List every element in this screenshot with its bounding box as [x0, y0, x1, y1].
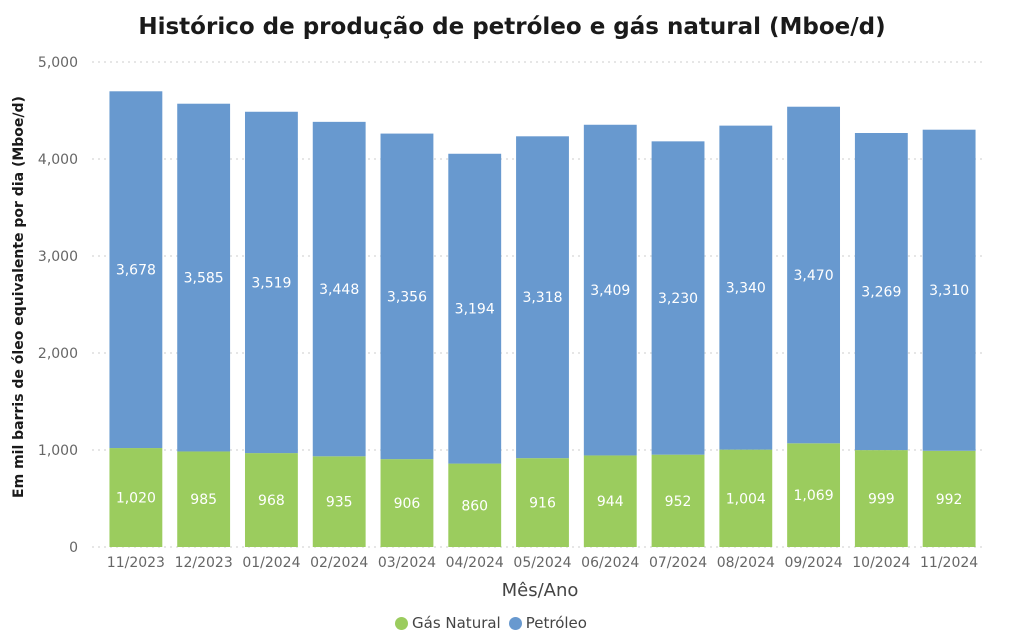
y-tick-label: 2,000 [38, 346, 78, 362]
x-tick-label: 06/2024 [581, 555, 639, 571]
data-label-oil: 3,448 [319, 282, 359, 298]
data-label-gas: 1,069 [794, 488, 834, 504]
bar-oil [448, 153, 502, 464]
bar-gas [651, 454, 705, 547]
bar-gas [380, 459, 434, 547]
bar-gas [312, 456, 366, 547]
data-label-gas: 1,004 [726, 491, 766, 507]
bar-gas [448, 463, 502, 547]
data-label-oil: 3,310 [929, 283, 969, 299]
x-tick-label: 07/2024 [649, 555, 707, 571]
x-tick-label: 11/2023 [107, 555, 165, 571]
x-tick-label: 12/2023 [175, 555, 233, 571]
bar-gas [109, 448, 163, 547]
y-axis-label: Em mil barris de óleo equivalente por di… [11, 96, 27, 498]
legend-label-gas: Gás Natural [412, 614, 501, 632]
data-label-oil: 3,585 [184, 271, 224, 287]
bar-oil [583, 124, 637, 456]
legend-swatch-oil [508, 616, 522, 630]
bar-gas [177, 451, 231, 547]
data-label-gas: 944 [597, 494, 624, 510]
bar-oil [922, 129, 976, 451]
data-label-oil: 3,194 [455, 302, 495, 318]
x-tick-label: 10/2024 [852, 555, 910, 571]
bar-oil [516, 136, 569, 459]
data-label-gas: 985 [190, 492, 217, 508]
legend-item-gas[interactable]: Gás Natural [395, 614, 501, 632]
y-tick-label: 3,000 [38, 249, 78, 265]
x-tick-label: 09/2024 [784, 555, 842, 571]
data-label-gas: 992 [936, 492, 963, 508]
data-label-oil: 3,409 [590, 283, 630, 299]
data-label-oil: 3,519 [251, 275, 291, 291]
bar-oil [380, 133, 434, 460]
bar-gas [516, 458, 569, 547]
legend: Gás Natural Petróleo [395, 614, 595, 632]
data-label-gas: 935 [326, 495, 353, 511]
data-label-oil: 3,356 [387, 289, 427, 305]
x-tick-label: 08/2024 [717, 555, 775, 571]
x-tick-label: 11/2024 [920, 555, 978, 571]
bar-oil [177, 103, 231, 452]
bar-oil [719, 125, 773, 450]
y-tick-label: 0 [69, 540, 78, 556]
bar-oil [854, 133, 908, 451]
data-label-oil: 3,269 [861, 285, 901, 301]
y-tick-label: 1,000 [38, 443, 78, 459]
bar-gas [922, 450, 976, 547]
bar-oil [787, 106, 841, 444]
data-label-gas: 860 [461, 498, 488, 514]
data-label-oil: 3,678 [116, 263, 156, 279]
data-label-oil: 3,470 [794, 268, 834, 284]
data-label-oil: 3,340 [726, 281, 766, 297]
x-tick-label: 03/2024 [378, 555, 436, 571]
legend-swatch-gas [395, 616, 408, 630]
bar-gas [787, 443, 841, 547]
x-tick-label: 05/2024 [513, 555, 571, 571]
x-tick-label: 02/2024 [310, 555, 368, 571]
chart-title: Histórico de produção de petróleo e gás … [138, 14, 886, 40]
data-label-gas: 952 [665, 494, 692, 510]
bar-oil [312, 121, 366, 457]
bar-oil [244, 111, 298, 454]
x-tick-label: 04/2024 [446, 555, 504, 571]
y-tick-label: 4,000 [38, 152, 78, 168]
legend-label-oil: Petróleo [525, 614, 587, 632]
data-label-gas: 916 [529, 496, 556, 512]
bar-oil [651, 141, 705, 455]
data-label-gas: 1,020 [116, 491, 156, 507]
data-label-oil: 3,318 [522, 290, 562, 306]
bar-gas [244, 453, 298, 547]
x-tick-label: 01/2024 [242, 555, 300, 571]
data-label-gas: 968 [258, 493, 285, 509]
data-label-oil: 3,230 [658, 291, 698, 307]
bar-gas [854, 450, 908, 547]
bar-gas [583, 455, 637, 547]
y-tick-label: 5,000 [38, 55, 78, 71]
bar-gas [719, 449, 773, 547]
bar-oil [109, 91, 163, 449]
x-axis-label: Mês/Ano [501, 580, 579, 601]
legend-item-oil[interactable]: Petróleo [508, 614, 587, 632]
data-label-gas: 999 [868, 492, 895, 508]
data-label-gas: 906 [394, 496, 421, 512]
